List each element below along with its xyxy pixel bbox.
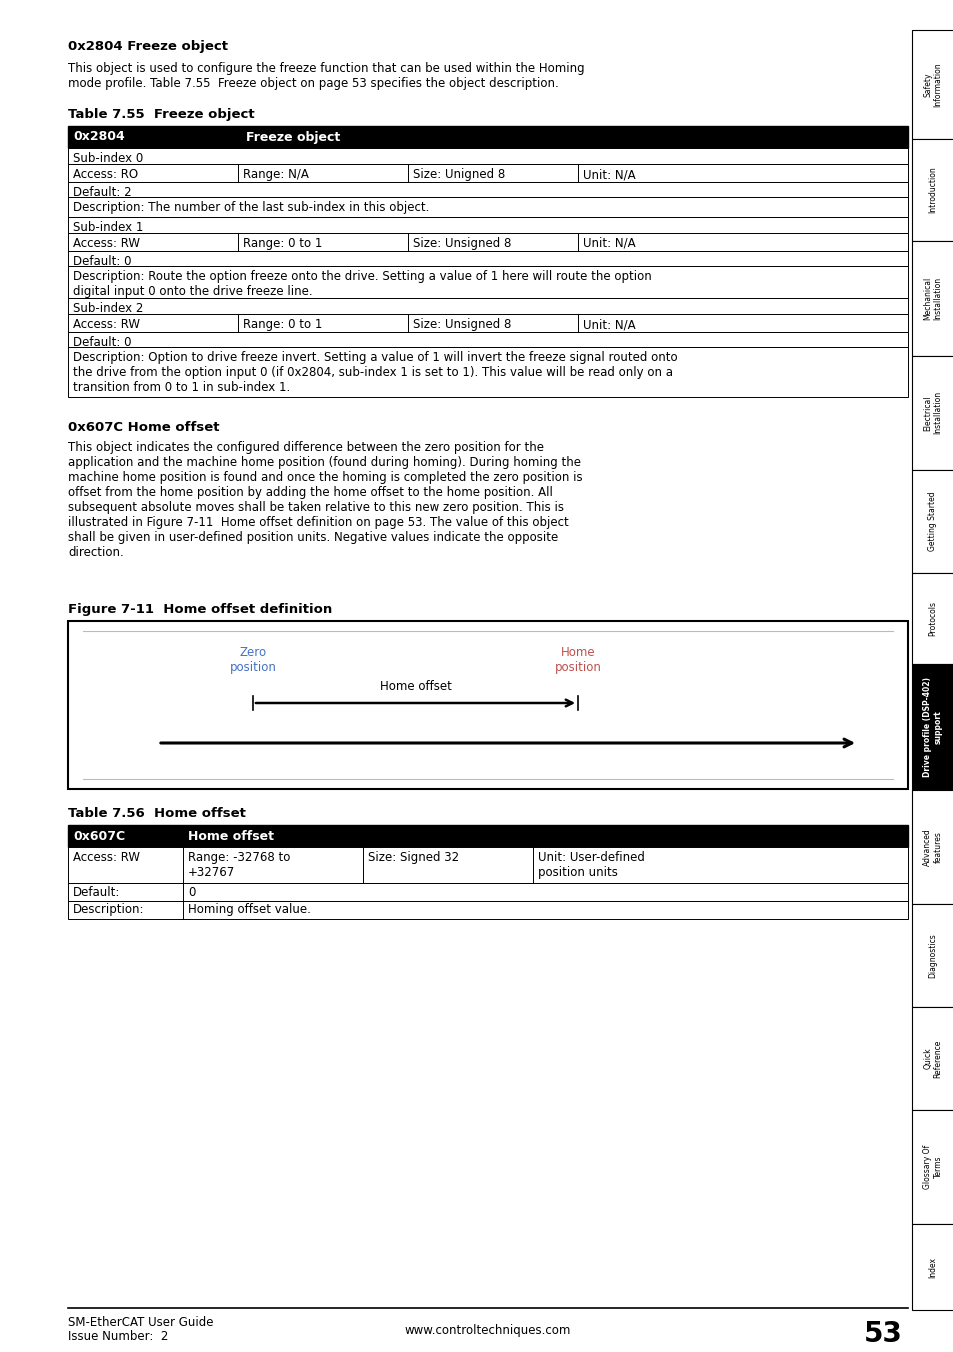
Bar (68, 297, 907, 314)
Text: Home offset: Home offset (379, 680, 451, 694)
Text: Range: 0 to 1: Range: 0 to 1 (243, 237, 322, 250)
Text: Range: N/A: Range: N/A (243, 168, 309, 181)
Text: Table 7.55  Freeze object: Table 7.55 Freeze object (68, 108, 254, 120)
Text: Unit: User-defined
position units: Unit: User-defined position units (537, 850, 644, 879)
Text: 0: 0 (188, 886, 195, 899)
Text: Default: 0: Default: 0 (73, 256, 132, 268)
Bar (68, 126, 907, 147)
Bar (68, 266, 907, 297)
Bar (911, 664, 953, 790)
Bar (68, 218, 907, 233)
Bar (911, 1225, 953, 1310)
Bar (68, 900, 907, 919)
Bar (911, 138, 953, 242)
Text: Access: RW: Access: RW (73, 318, 140, 331)
Text: Description: The number of the last sub-index in this object.: Description: The number of the last sub-… (73, 201, 429, 214)
Bar (911, 1110, 953, 1225)
Text: Homing offset value.: Homing offset value. (188, 903, 311, 917)
Text: This object is used to configure the freeze function that can be used within the: This object is used to configure the fre… (68, 62, 584, 91)
Text: Home offset: Home offset (188, 830, 274, 842)
Text: Access: RW: Access: RW (73, 237, 140, 250)
Text: Figure 7-11  Home offset definition: Figure 7-11 Home offset definition (68, 603, 332, 617)
Text: Unit: N/A: Unit: N/A (582, 237, 635, 250)
Text: Size: Unsigned 8: Size: Unsigned 8 (413, 237, 511, 250)
Bar (911, 904, 953, 1007)
Bar (911, 242, 953, 356)
Text: This object indicates the configured difference between the zero position for th: This object indicates the configured dif… (68, 441, 582, 558)
Text: Description: Route the option freeze onto the drive. Setting a value of 1 here w: Description: Route the option freeze ont… (73, 270, 651, 297)
Bar (911, 573, 953, 664)
Text: Description:: Description: (73, 903, 144, 917)
Text: Sub-index 2: Sub-index 2 (73, 301, 143, 315)
Text: 0x607C Home offset: 0x607C Home offset (68, 420, 219, 434)
Text: Access: RW: Access: RW (73, 850, 140, 864)
Text: SM-EtherCAT User Guide: SM-EtherCAT User Guide (68, 1315, 213, 1329)
Text: Protocols: Protocols (927, 602, 937, 635)
Text: Mechanical
Installation: Mechanical Installation (923, 277, 942, 320)
Bar (68, 147, 907, 164)
Text: Default:: Default: (73, 886, 120, 899)
Text: Default: 0: Default: 0 (73, 337, 132, 349)
Bar (68, 846, 907, 883)
Text: Default: 2: Default: 2 (73, 187, 132, 199)
Text: Range: 0 to 1: Range: 0 to 1 (243, 318, 322, 331)
Text: Zero
position: Zero position (230, 646, 276, 675)
Bar (911, 1007, 953, 1110)
Text: Table 7.56  Home offset: Table 7.56 Home offset (68, 807, 246, 821)
Text: Freeze object: Freeze object (246, 131, 340, 143)
Text: 0x2804: 0x2804 (73, 131, 125, 143)
Text: Quick
Reference: Quick Reference (923, 1040, 942, 1078)
Bar (68, 314, 907, 333)
Text: 0x2804 Freeze object: 0x2804 Freeze object (68, 41, 228, 53)
Bar (68, 347, 907, 397)
Text: Sub-index 0: Sub-index 0 (73, 151, 143, 165)
Bar (68, 197, 907, 218)
Bar (68, 233, 907, 251)
Text: Size: Unigned 8: Size: Unigned 8 (413, 168, 505, 181)
Text: www.controltechniques.com: www.controltechniques.com (404, 1324, 571, 1337)
Text: Sub-index 1: Sub-index 1 (73, 220, 143, 234)
Bar (68, 333, 907, 347)
Bar (911, 470, 953, 573)
Text: Getting Started: Getting Started (927, 492, 937, 552)
Bar (911, 790, 953, 904)
Text: Unit: N/A: Unit: N/A (582, 318, 635, 331)
Bar (911, 356, 953, 470)
Text: Index: Index (927, 1256, 937, 1278)
Text: Electrical
Installation: Electrical Installation (923, 391, 942, 434)
Bar (68, 621, 907, 790)
Text: Range: -32768 to
+32767: Range: -32768 to +32767 (188, 850, 290, 879)
Text: Issue Number:  2: Issue Number: 2 (68, 1330, 168, 1343)
Bar (68, 883, 907, 900)
Text: Size: Unsigned 8: Size: Unsigned 8 (413, 318, 511, 331)
Text: Introduction: Introduction (927, 166, 937, 214)
Text: Home
position: Home position (554, 646, 600, 675)
Bar (68, 825, 907, 846)
Text: Unit: N/A: Unit: N/A (582, 168, 635, 181)
Bar (68, 164, 907, 183)
Bar (68, 183, 907, 197)
Text: Description: Option to drive freeze invert. Setting a value of 1 will invert the: Description: Option to drive freeze inve… (73, 352, 677, 393)
Text: Glossary Of
Terms: Glossary Of Terms (923, 1145, 942, 1190)
Text: Diagnostics: Diagnostics (927, 933, 937, 977)
Text: 53: 53 (863, 1320, 902, 1348)
Bar (911, 30, 953, 138)
Text: Advanced
features: Advanced features (923, 829, 942, 867)
Text: Drive profile (DSP-402)
support: Drive profile (DSP-402) support (923, 677, 942, 777)
Text: Size: Signed 32: Size: Signed 32 (368, 850, 458, 864)
Text: Access: RO: Access: RO (73, 168, 138, 181)
Bar (68, 251, 907, 266)
Text: Safety
Information: Safety Information (923, 62, 942, 107)
Text: 0x607C: 0x607C (73, 830, 125, 842)
